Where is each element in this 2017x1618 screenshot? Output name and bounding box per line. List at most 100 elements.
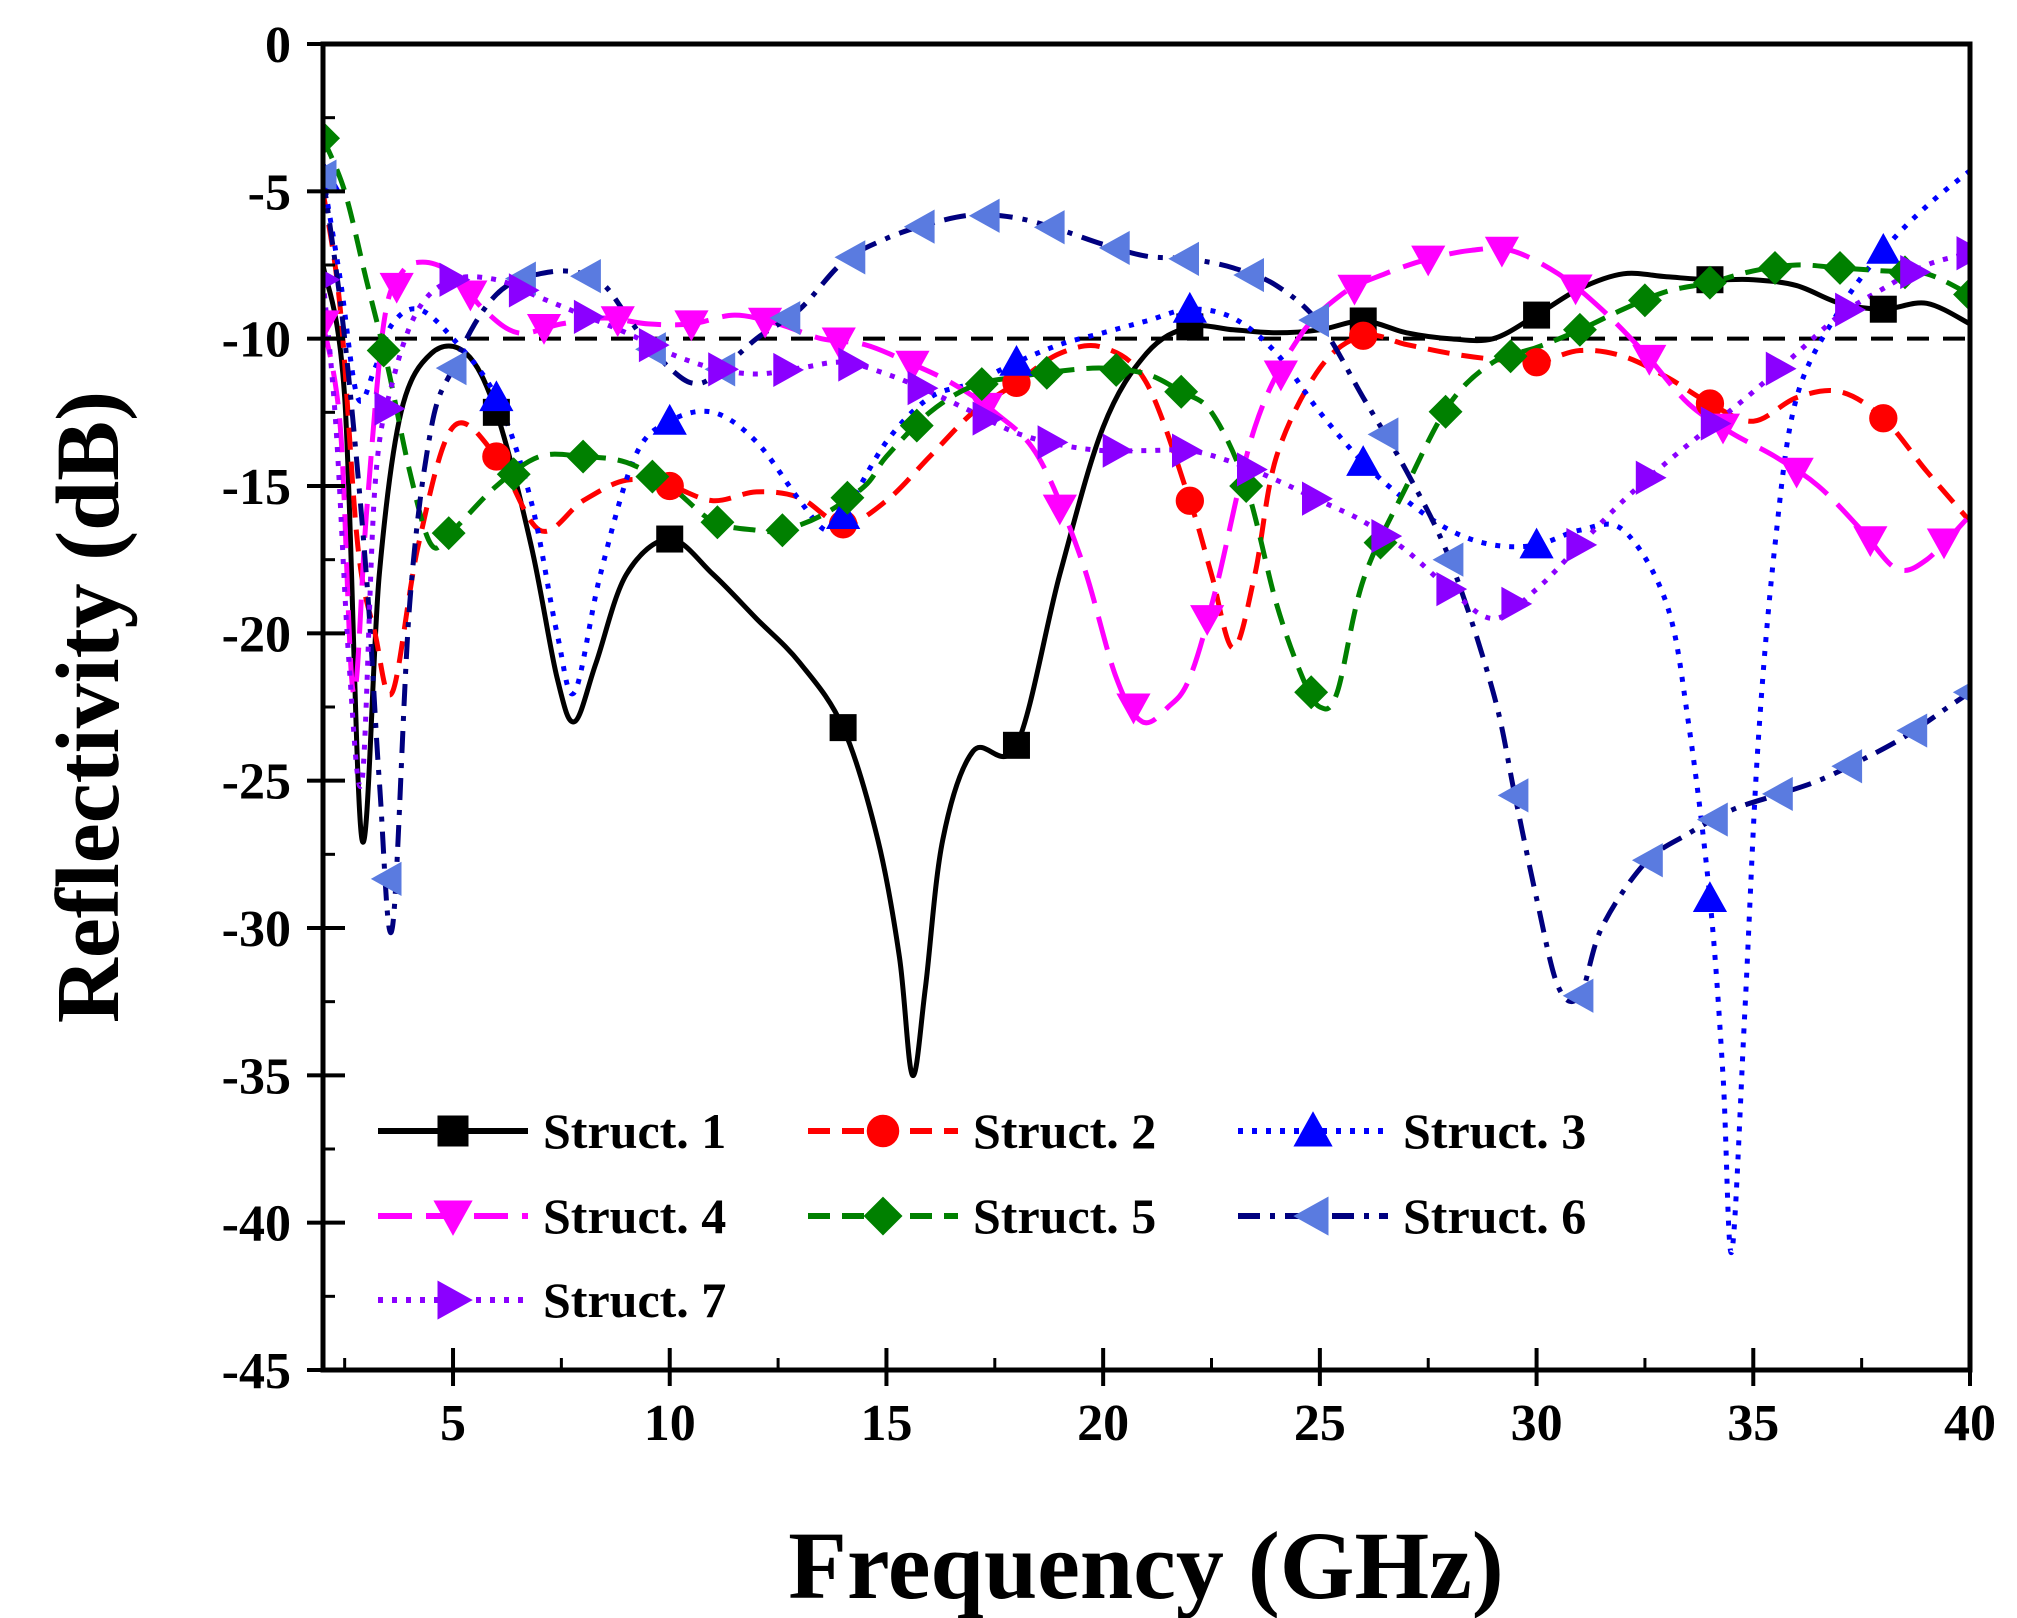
series-4-marker <box>1558 274 1593 306</box>
legend-label-6: Struct. 6 <box>1403 1188 1586 1244</box>
series-6-marker <box>1168 241 1199 276</box>
series-6-marker <box>323 159 337 194</box>
x-tick-label: 30 <box>1511 1395 1563 1452</box>
series-4-marker <box>1632 344 1667 376</box>
series-4-marker <box>1853 526 1888 558</box>
series-1-marker <box>1002 731 1030 759</box>
series-1-marker <box>829 714 857 742</box>
series-5-marker <box>700 505 735 540</box>
series-7-marker <box>1765 351 1797 386</box>
series-6-marker <box>370 861 402 896</box>
series-4-marker <box>1190 605 1225 636</box>
x-axis-title: Frequency (GHz) <box>788 1512 1503 1618</box>
x-tick-label: 20 <box>1077 1395 1129 1452</box>
series-5-marker <box>830 480 865 515</box>
series-5-marker <box>566 439 601 474</box>
series-2-marker <box>1175 486 1204 515</box>
series-4-marker <box>526 314 562 345</box>
x-tick-label: 25 <box>1294 1395 1346 1452</box>
series-6-marker <box>769 300 801 336</box>
x-tick-label: 15 <box>860 1395 912 1452</box>
series-7-marker <box>1635 460 1667 495</box>
series-6-marker <box>1831 749 1863 784</box>
series-7-marker <box>1102 433 1134 468</box>
series-7-marker <box>638 328 670 363</box>
series-7-marker <box>1700 406 1732 441</box>
legend-label-3: Struct. 3 <box>1403 1103 1586 1159</box>
series-5-marker <box>1953 277 1970 312</box>
legend-marker-3 <box>1293 1111 1333 1147</box>
series-7-marker <box>708 352 740 387</box>
legend-marker-1 <box>437 1115 469 1147</box>
series-6-marker <box>570 259 601 294</box>
y-tick-label: -5 <box>248 164 291 221</box>
series-2-marker <box>1349 321 1378 350</box>
series-5-marker <box>635 459 670 494</box>
series-4-marker <box>453 280 488 312</box>
series-7-marker <box>1237 452 1268 487</box>
series-7-marker <box>1566 527 1598 563</box>
series-7-marker <box>1956 236 1970 271</box>
series-5-marker <box>1692 265 1727 300</box>
series-5-marker <box>1757 250 1792 285</box>
series-4-marker <box>674 310 709 342</box>
y-tick-label: -45 <box>222 1343 291 1400</box>
legend-label-5: Struct. 5 <box>973 1188 1156 1244</box>
series-5-marker <box>1099 352 1134 387</box>
legend-label-2: Struct. 2 <box>973 1103 1156 1159</box>
legend-marker-4 <box>433 1200 473 1236</box>
series-2-marker <box>482 442 511 471</box>
series-3-marker <box>652 403 687 435</box>
series-3-marker <box>1692 881 1728 912</box>
x-tick-label: 10 <box>644 1395 696 1452</box>
series-2-marker <box>1869 404 1898 433</box>
series-5-marker <box>1164 374 1199 409</box>
series-line-5 <box>323 137 1970 712</box>
series-7-marker <box>508 273 540 308</box>
series-4-marker <box>747 307 783 339</box>
legend-label-1: Struct. 1 <box>543 1103 726 1159</box>
x-tick-label: 40 <box>1944 1395 1996 1452</box>
series-4-marker <box>379 272 414 304</box>
series-5-marker <box>1627 283 1662 318</box>
axis-ticks: 5 10 15 20 25 30 35 40 0 -5 -10 -15 -20 -25 -30 -35 -40 -… <box>222 17 1996 1452</box>
series-2-marker <box>1522 348 1551 377</box>
series-7-marker <box>374 391 406 426</box>
legend-marker-7 <box>437 1280 473 1320</box>
x-tick-label: 35 <box>1727 1395 1779 1452</box>
series-1-marker <box>1523 301 1551 329</box>
series-6-marker <box>1896 713 1928 748</box>
y-tick-label: 0 <box>265 17 291 74</box>
series-5-marker <box>431 516 466 551</box>
series-1-marker <box>656 525 684 553</box>
legend-marker-5 <box>863 1196 903 1236</box>
series-line-4 <box>323 245 1970 726</box>
series-7-marker <box>439 262 471 297</box>
y-tick-label: -15 <box>222 459 291 516</box>
series-4-marker <box>1263 360 1298 392</box>
series-7-marker <box>1501 586 1533 621</box>
series-5-marker <box>496 457 531 492</box>
y-tick-label: -35 <box>222 1048 291 1105</box>
series-6-marker <box>1367 417 1399 452</box>
series-line-6 <box>323 176 1970 1005</box>
series-5-marker <box>1562 312 1597 347</box>
series-line-7 <box>323 250 1970 790</box>
series-6-marker <box>1562 978 1594 1013</box>
series-6-marker <box>1298 303 1329 338</box>
y-tick-label: -30 <box>222 901 291 958</box>
series-5-marker <box>1493 339 1528 374</box>
legend-label-4: Struct. 4 <box>543 1188 726 1244</box>
series-7-marker <box>838 347 870 382</box>
legend-label-7: Struct. 7 <box>543 1272 726 1328</box>
series-7-marker <box>907 371 939 406</box>
marker-layer <box>323 121 1970 1013</box>
series-6-marker <box>1098 230 1130 266</box>
series-4-marker <box>821 327 856 359</box>
series-7-marker <box>1900 254 1931 290</box>
series-5-marker <box>899 408 934 443</box>
series-7-marker <box>573 299 605 334</box>
y-tick-label: -40 <box>222 1196 291 1253</box>
series-5-marker <box>366 333 401 368</box>
